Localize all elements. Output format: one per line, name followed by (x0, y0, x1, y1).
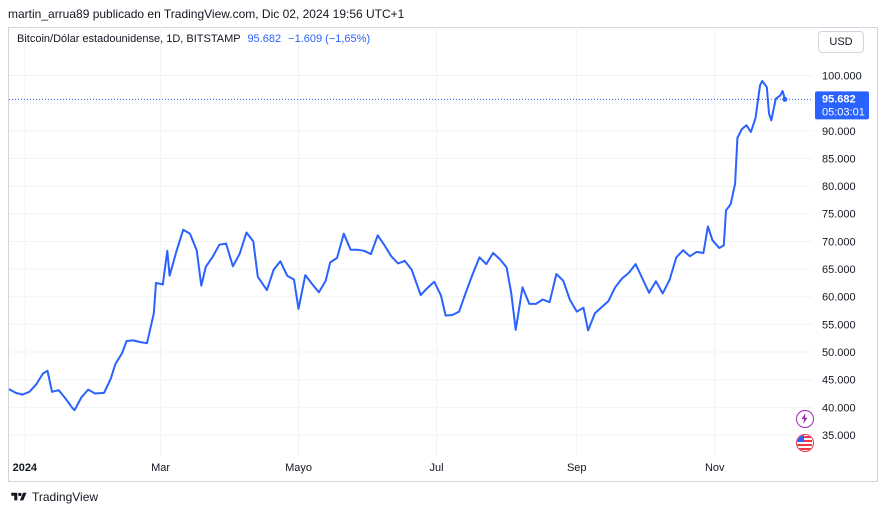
y-tick-label: 85.000 (822, 153, 856, 165)
legend-change: −1.609 (−1,65%) (288, 33, 371, 45)
y-tick-label: 80.000 (822, 181, 856, 193)
x-tick-label: Mayo (285, 462, 312, 474)
x-tick-label: 2024 (13, 462, 38, 474)
chart-frame (8, 27, 878, 482)
btc-price-line (8, 80, 786, 412)
y-tick-label: 40.000 (822, 402, 856, 414)
x-tick-label: Sep (567, 462, 587, 474)
y-tick-label: 60.000 (822, 292, 856, 304)
y-tick-label: 90.000 (822, 126, 856, 138)
symbol-name[interactable]: Bitcoin/Dólar estadounidense, 1D, BITSTA… (17, 33, 241, 45)
last-price-value: 95.682 (822, 93, 856, 105)
y-tick-label: 45.000 (822, 375, 856, 387)
x-tick-label: Mar (151, 462, 170, 474)
y-tick-label: 65.000 (822, 264, 856, 276)
publisher-line: martin_arrua89 publicado en TradingView.… (8, 7, 405, 21)
legend-price: 95.682 (247, 33, 282, 45)
us-flag-icon[interactable] (796, 434, 814, 452)
x-tick-label: Nov (705, 462, 725, 474)
footer: TradingView (10, 490, 98, 504)
last-price-dot (782, 96, 788, 102)
y-tick-label: 50.000 (822, 347, 856, 359)
last-price-label: 95.682 05:03:01 (815, 91, 869, 120)
y-tick-label: 100.000 (822, 70, 862, 82)
tradingview-brand[interactable]: TradingView (32, 490, 99, 504)
lightning-icon[interactable] (796, 410, 814, 428)
y-axis: 35.000 40.000 45.000 50.000 55.000 60.000 65.0… (822, 70, 862, 442)
y-tick-label: 70.000 (822, 236, 856, 248)
symbol-legend[interactable]: Bitcoin/Dólar estadounidense, 1D, BITSTA… (17, 33, 370, 45)
countdown-value: 05:03:01 (822, 106, 865, 118)
tradingview-logo-icon (11, 492, 27, 501)
y-tick-label: 75.000 (822, 209, 856, 221)
currency-button[interactable]: USD (818, 31, 864, 53)
y-tick-label: 35.000 (822, 430, 856, 442)
grid-lines (9, 27, 812, 456)
x-axis: 2024 Mar Mayo Jul Sep Nov (13, 462, 725, 474)
y-tick-label: 55.000 (822, 319, 856, 331)
last-price-label-bg (815, 91, 869, 120)
x-tick-label: Jul (429, 462, 443, 474)
